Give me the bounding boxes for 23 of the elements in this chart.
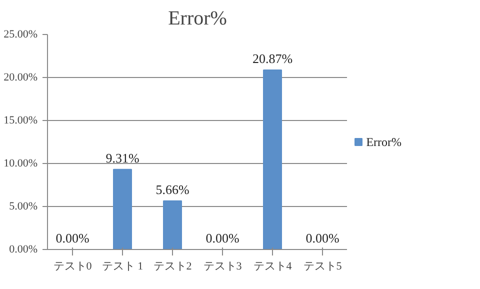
y-tick-label: 15.00%: [4, 114, 38, 126]
bar: [113, 168, 132, 250]
y-tick-label: 0.00%: [9, 244, 38, 256]
chart-title: Error%: [168, 8, 227, 30]
x-tick-label: テスト4: [253, 260, 292, 272]
x-tick-label: テスト 1: [102, 260, 144, 272]
data-label: 5.66%: [156, 182, 190, 197]
data-label: 20.87%: [252, 51, 293, 66]
x-tick-label: テスト3: [203, 260, 242, 272]
x-tick-label: テスト0: [53, 260, 92, 272]
data-label: 0.00%: [306, 230, 340, 246]
data-label: 9.31%: [106, 150, 140, 166]
x-tick-label: テスト5: [303, 260, 342, 272]
data-label: 0.00%: [206, 230, 240, 246]
y-tick-label: 10.00%: [4, 158, 38, 170]
bar: [163, 200, 182, 250]
y-tick-label: 25.00%: [4, 28, 38, 40]
y-tick-label: 5.00%: [9, 200, 38, 212]
legend-label: Error%: [366, 135, 402, 149]
data-label: 0.00%: [56, 230, 90, 246]
x-tick-label: テスト2: [153, 260, 192, 272]
bar: [263, 70, 282, 250]
y-tick-label: 20.00%: [4, 72, 38, 84]
